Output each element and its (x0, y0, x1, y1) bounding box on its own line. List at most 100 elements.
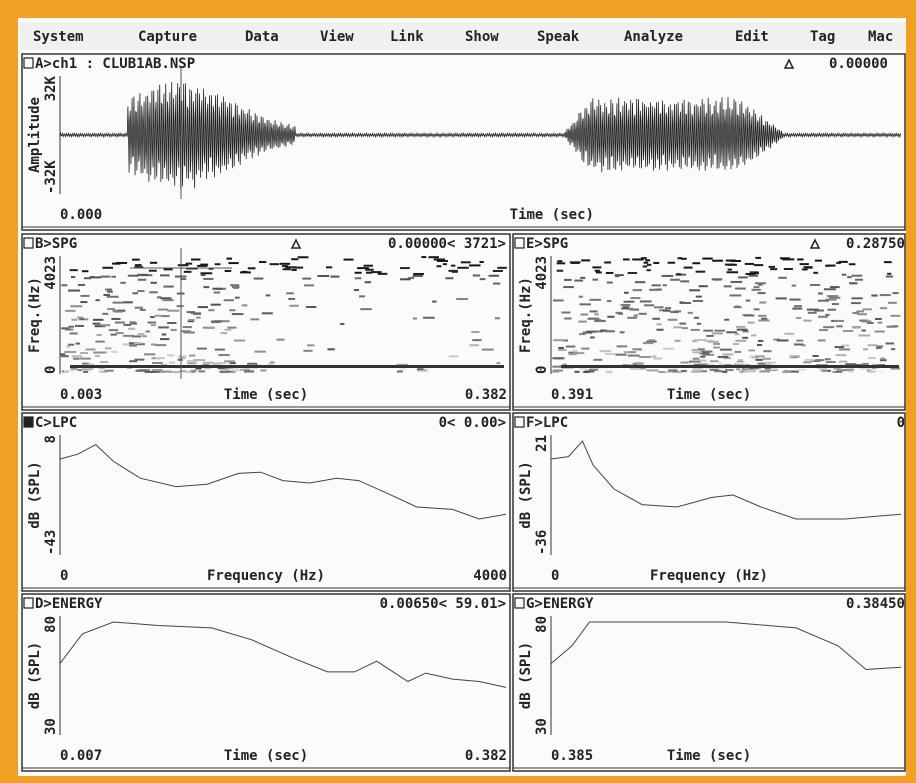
spectrogram-cell (280, 263, 290, 265)
menu-item[interactable]: View (320, 29, 354, 45)
x-start-label: 0.000 (60, 207, 102, 223)
spectrogram-cell (71, 368, 78, 370)
spectrogram-cell (830, 286, 840, 288)
spectrogram-cell (203, 362, 213, 364)
menu-item[interactable]: Data (245, 29, 279, 45)
spectrogram-cell (357, 267, 369, 269)
spectrogram-cell (758, 340, 764, 342)
cursor-readout: 0.28750 (846, 236, 905, 252)
spectrogram-cell (65, 329, 73, 331)
spectrogram-cell (289, 305, 299, 307)
spectrogram-cell (479, 261, 483, 263)
spectrogram-cell (254, 278, 264, 280)
spectrogram-cell (229, 309, 235, 311)
spectrogram-cell (224, 299, 234, 301)
spectrogram-cell (634, 314, 639, 316)
menu-item[interactable]: Analyze (624, 29, 683, 45)
spectrogram-cell (235, 297, 240, 299)
spectrogram-cell (566, 346, 576, 348)
spectrogram-cell (607, 316, 614, 318)
spectrogram-cell (758, 315, 766, 317)
spectrogram-cell (489, 275, 499, 277)
spectrogram-cell (432, 301, 436, 303)
spectrogram-cell (748, 349, 755, 351)
spectrogram-cell (183, 326, 192, 328)
menu-item[interactable]: Speak (537, 29, 580, 45)
spectrogram-cell (884, 261, 892, 263)
spectrogram-band (561, 365, 899, 368)
spectrogram-cell (697, 323, 701, 325)
spectrogram-cell (76, 343, 81, 345)
spectrogram-cell (371, 271, 382, 273)
spectrogram-cell (553, 299, 564, 301)
spectrogram-cell (144, 353, 155, 355)
spectrogram-cell (621, 307, 629, 309)
menu-item[interactable]: Mac (868, 29, 893, 45)
spectrogram-cell (250, 318, 259, 320)
spectrogram-cell (596, 271, 602, 273)
spectrogram-cell (132, 292, 138, 294)
spectrogram-cell (794, 343, 803, 345)
spectrogram-cell (851, 297, 862, 299)
spectrogram-cell (673, 326, 682, 328)
spectrogram-cell (169, 362, 175, 364)
spectrogram-cell (691, 329, 700, 331)
spectrogram-cell (93, 352, 104, 354)
spectrogram-cell (578, 321, 586, 323)
spectrogram-cell (665, 307, 671, 309)
spectrogram-cell (276, 339, 284, 341)
spectrogram-cell (796, 369, 806, 371)
spectrogram-cell (698, 348, 705, 350)
spectrogram-cell (553, 370, 563, 372)
spectrogram-cell (128, 275, 139, 277)
menu-item[interactable]: Link (390, 29, 424, 45)
spectrogram-cell (742, 330, 748, 332)
spectrogram-cell (102, 267, 113, 269)
spectrogram-cell (216, 362, 226, 364)
y-axis-label: dB (SPL) (518, 642, 534, 709)
spectrogram-cell (607, 300, 612, 302)
spectrogram-cell (423, 317, 435, 319)
spectrogram-cell (579, 296, 583, 298)
menu-item[interactable]: System (33, 29, 84, 45)
spectrogram-cell (818, 316, 828, 318)
spectrogram-cell (71, 276, 75, 278)
spectrogram-cell (82, 270, 88, 272)
spectrogram-cell (748, 322, 755, 324)
spectrogram-cell (862, 363, 869, 365)
spectrogram-cell (232, 286, 240, 288)
spectrogram-cell (819, 329, 828, 331)
x-axis-label: Time (sec) (224, 748, 308, 764)
spectrogram-cell (187, 311, 195, 313)
spectrogram-cell (880, 294, 891, 296)
spectrogram-cell (863, 348, 868, 350)
y-tick-top: 32K (43, 75, 59, 101)
spectrogram-cell (448, 270, 457, 272)
menu-item[interactable]: Capture (138, 29, 197, 45)
spectrogram-cell (751, 334, 757, 336)
spectrogram-cell (196, 317, 200, 319)
spectrogram-cell (875, 318, 882, 320)
spectrogram-cell (161, 315, 170, 317)
menu-item[interactable]: Show (465, 29, 499, 45)
spectrogram-cell (643, 265, 647, 267)
spectrogram-cell (75, 325, 84, 327)
menu-item[interactable]: Tag (810, 29, 835, 45)
spectrogram-cell (564, 318, 572, 320)
spectrogram-cell (107, 296, 119, 298)
spectrogram-cell (157, 296, 161, 298)
spectrogram-cell (814, 310, 824, 312)
menu-item[interactable]: Edit (735, 29, 769, 45)
spectrogram-cell (187, 362, 196, 364)
spectrogram-cell (111, 334, 117, 336)
spectrogram-cell (82, 368, 92, 370)
spectrogram-cell (676, 273, 680, 275)
spectrogram-cell (796, 317, 802, 319)
spectrogram-cell (570, 261, 581, 263)
spectrogram-cell (179, 355, 187, 357)
spectrogram-cell (852, 326, 861, 328)
y-tick-bottom: 30 (43, 718, 59, 735)
spectrogram-cell (726, 260, 736, 262)
spectrogram-cell (633, 289, 642, 291)
spectrogram-cell (160, 338, 170, 340)
